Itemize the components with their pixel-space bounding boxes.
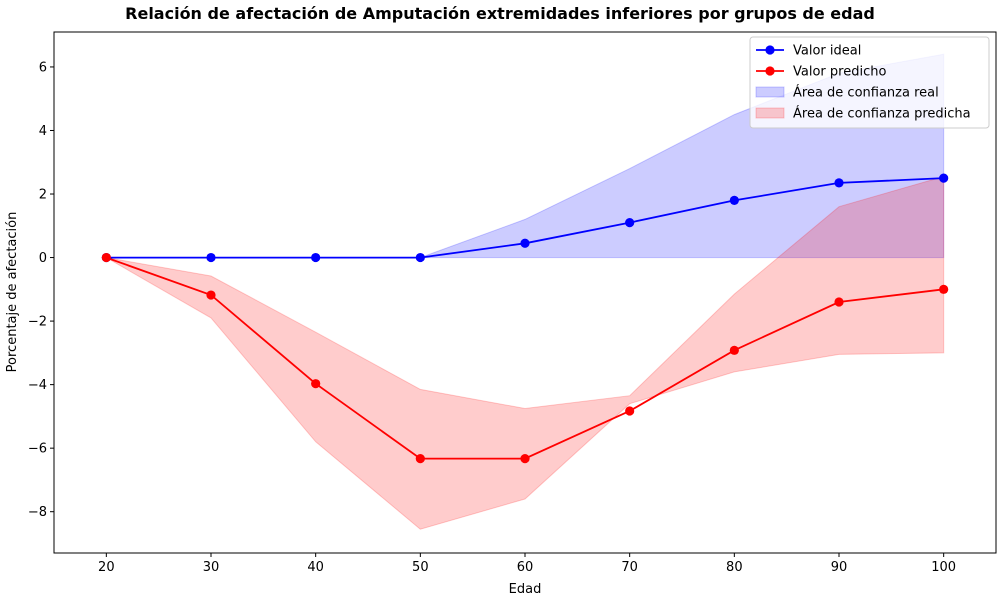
- confidence-band-1: [106, 175, 945, 530]
- x-tick-label-4: 60: [517, 560, 534, 575]
- legend: Valor ideal Valor predicho Área de confian…: [749, 36, 990, 129]
- x-tick-label-2: 40: [307, 560, 324, 575]
- series-0-point-2: [311, 252, 321, 263]
- series-1-point-2: [311, 379, 321, 389]
- series-1-point-0: [101, 252, 111, 263]
- legend-box: [749, 36, 990, 129]
- legend-marker-1: [765, 66, 775, 76]
- y-tick-label-3: −2: [28, 315, 47, 330]
- x-axis-ticks: 20 30 40 50 60 70 80 90 100: [98, 553, 956, 575]
- x-tick-label-8: 100: [931, 560, 956, 575]
- x-tick-label-0: 20: [98, 560, 115, 575]
- series-0-point-1: [206, 252, 216, 263]
- legend-label-series-0: Valor ideal: [793, 44, 861, 59]
- x-axis-label: Edad: [509, 582, 542, 597]
- series-1-point-3: [415, 454, 425, 464]
- legend-label-band-1: Área de confianza predicha: [793, 106, 971, 122]
- x-tick-label-5: 70: [621, 560, 638, 575]
- y-axis-ticks: −8 −6 −4 −2 0 2 4 6: [28, 60, 54, 520]
- y-tick-label-6: 4: [39, 124, 47, 139]
- series-0-point-5: [625, 218, 635, 228]
- series-0-point-3: [415, 252, 425, 263]
- x-tick-label-6: 80: [726, 560, 743, 575]
- series-1-point-4: [520, 454, 530, 464]
- x-tick-label-7: 90: [831, 560, 848, 575]
- series-1-point-7: [834, 297, 844, 307]
- legend-patch-0: [755, 86, 785, 98]
- series-0-point-7: [834, 178, 844, 188]
- legend-label-series-1: Valor predicho: [793, 65, 886, 80]
- x-tick-label-3: 50: [412, 560, 429, 575]
- series-1-point-6: [729, 345, 739, 355]
- series-1-point-8: [939, 284, 949, 294]
- y-tick-label-7: 6: [39, 60, 47, 75]
- series-1-point-5: [625, 406, 635, 416]
- series-0-point-6: [729, 195, 739, 205]
- series-markers: [101, 173, 949, 464]
- y-tick-label-0: −8: [28, 505, 47, 520]
- y-tick-label-5: 2: [39, 188, 47, 203]
- legend-label-band-0: Área de confianza real: [793, 85, 939, 101]
- y-tick-label-1: −6: [28, 442, 47, 457]
- series-0-point-4: [520, 238, 530, 248]
- y-tick-label-4: 0: [39, 251, 47, 266]
- y-axis-label: Porcentaje de afectación: [5, 212, 20, 373]
- legend-marker-0: [765, 45, 775, 55]
- series-1-point-1: [206, 290, 216, 300]
- legend-patch-1: [755, 107, 785, 119]
- y-tick-label-2: −4: [28, 378, 47, 393]
- x-tick-label-1: 30: [203, 560, 220, 575]
- chart-title: Relación de afectación de Amputación ext…: [125, 4, 875, 23]
- series-0-point-8: [939, 173, 949, 183]
